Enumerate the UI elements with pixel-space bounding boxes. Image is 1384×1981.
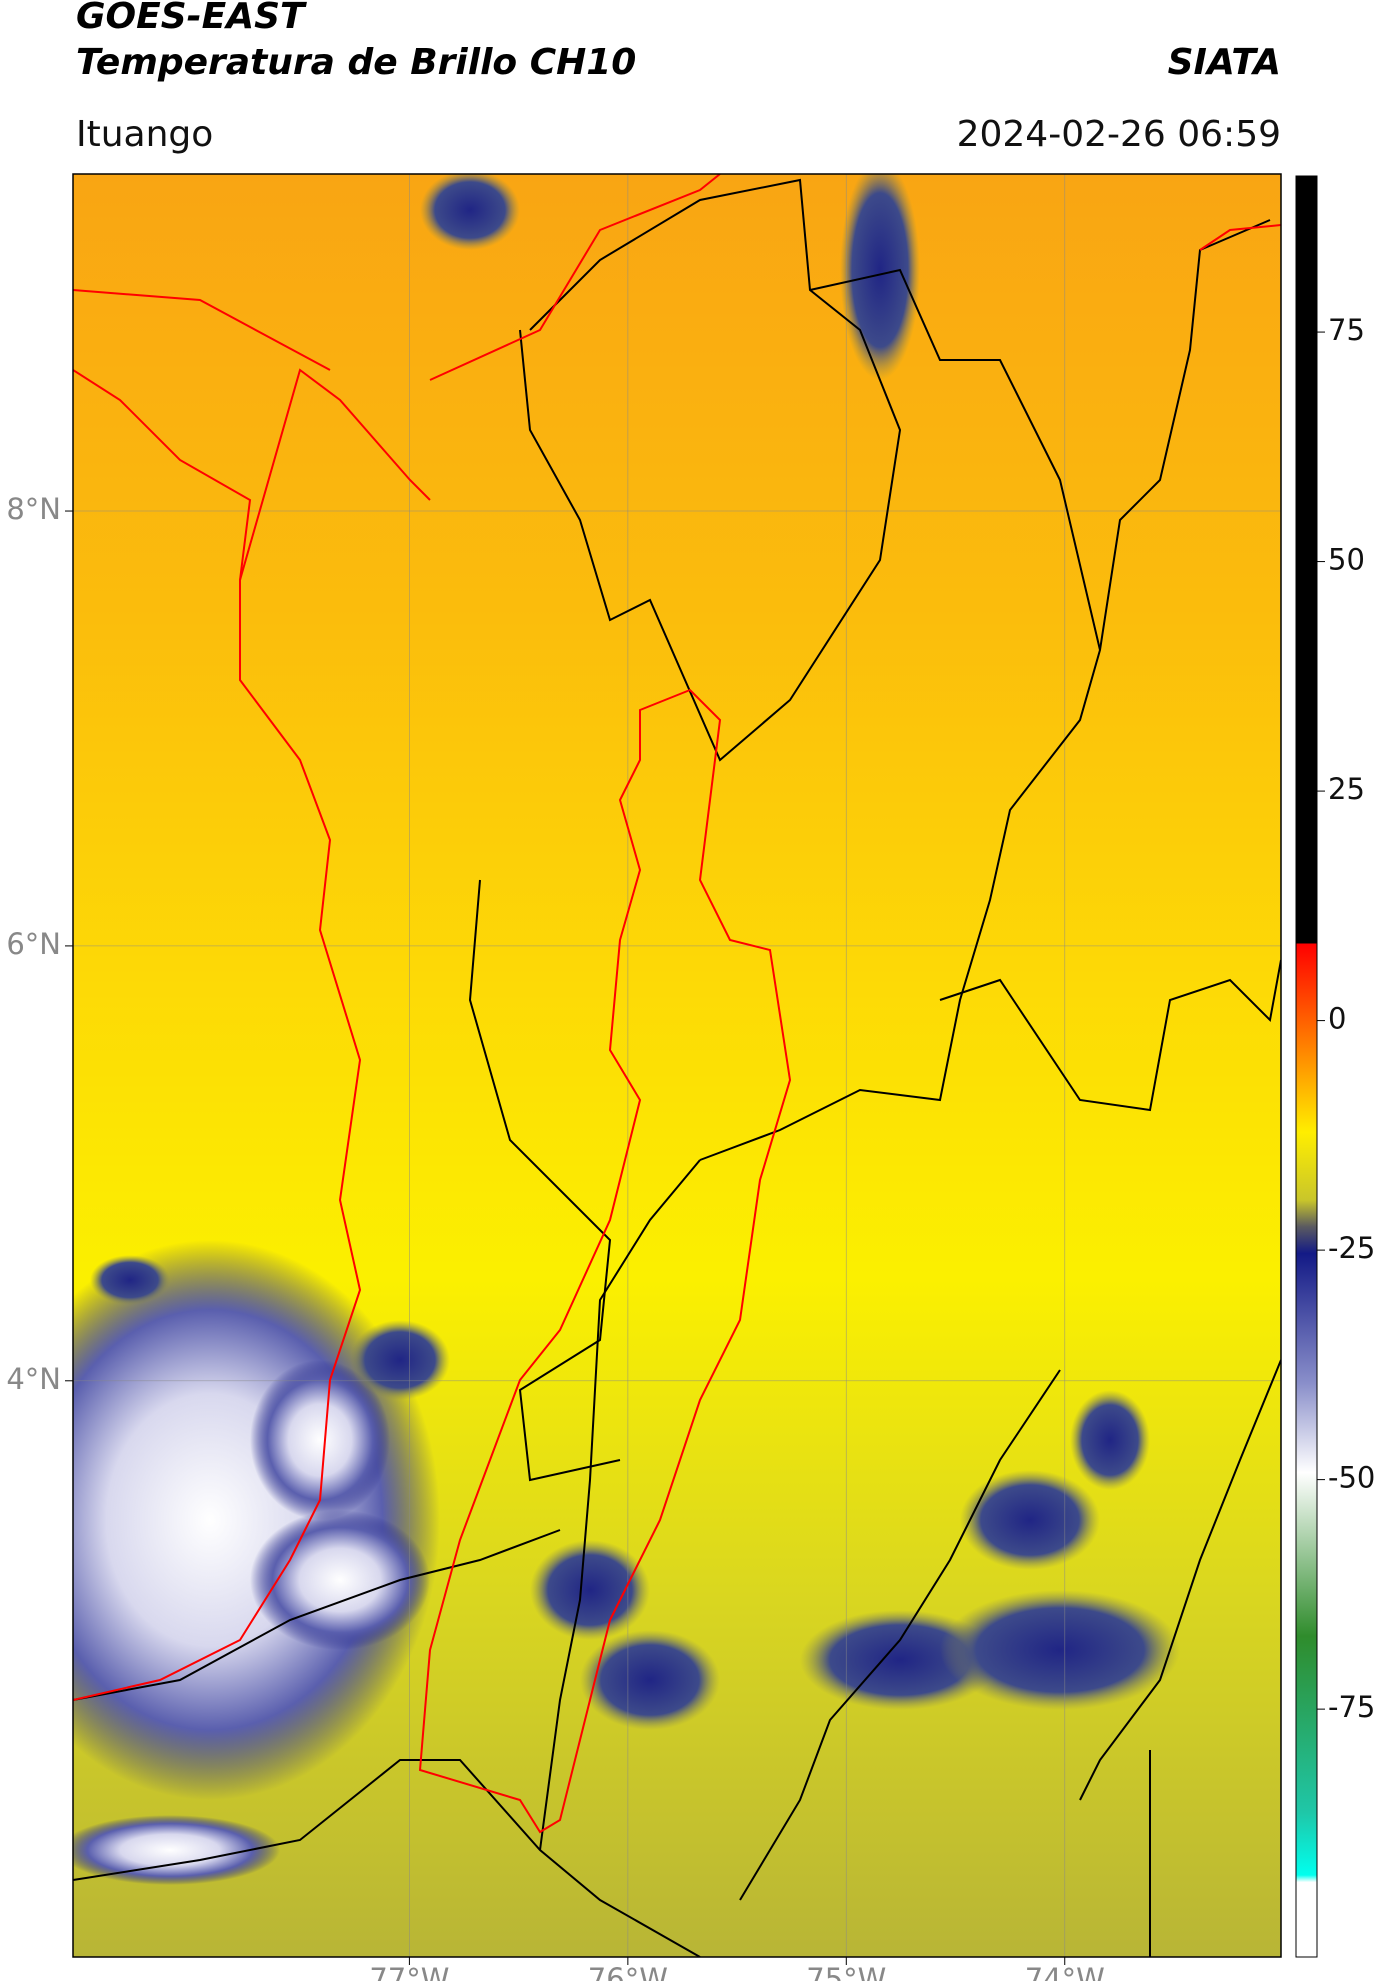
timestamp: 2024-02-26 06:59	[957, 114, 1281, 155]
title: GOES-EAST	[76, 0, 307, 37]
map-frame	[72, 173, 1282, 1958]
brand: SIATA	[1168, 42, 1281, 83]
y-tick-label: 6°N	[6, 927, 61, 961]
satellite-image	[73, 174, 1281, 1957]
y-tick-label: 8°N	[6, 492, 61, 526]
x-tick-label: 74°W	[1025, 1962, 1105, 1981]
x-tick-label: 75°W	[806, 1962, 886, 1981]
subtitle: Temperatura de Brillo CH10	[76, 42, 636, 83]
colorbar-tick-label: 50	[1328, 543, 1365, 577]
colorbar-tick-label: -50	[1328, 1461, 1375, 1495]
x-tick-label: 77°W	[369, 1962, 449, 1981]
colorbar-tick-label: 0	[1328, 1002, 1346, 1036]
colorbar-tick-label: 25	[1328, 772, 1365, 806]
colorbar-tick-label: 75	[1328, 313, 1365, 347]
x-tick-label: 76°W	[588, 1962, 668, 1981]
borders	[73, 174, 1281, 1957]
grid	[73, 174, 1281, 1957]
colorbar-tick-label: -75	[1328, 1690, 1375, 1724]
y-tick-label: 4°N	[6, 1362, 61, 1396]
colorbar	[1295, 175, 1318, 1958]
colorbar-tick-label: -25	[1328, 1231, 1375, 1265]
location: Ituango	[76, 114, 213, 155]
